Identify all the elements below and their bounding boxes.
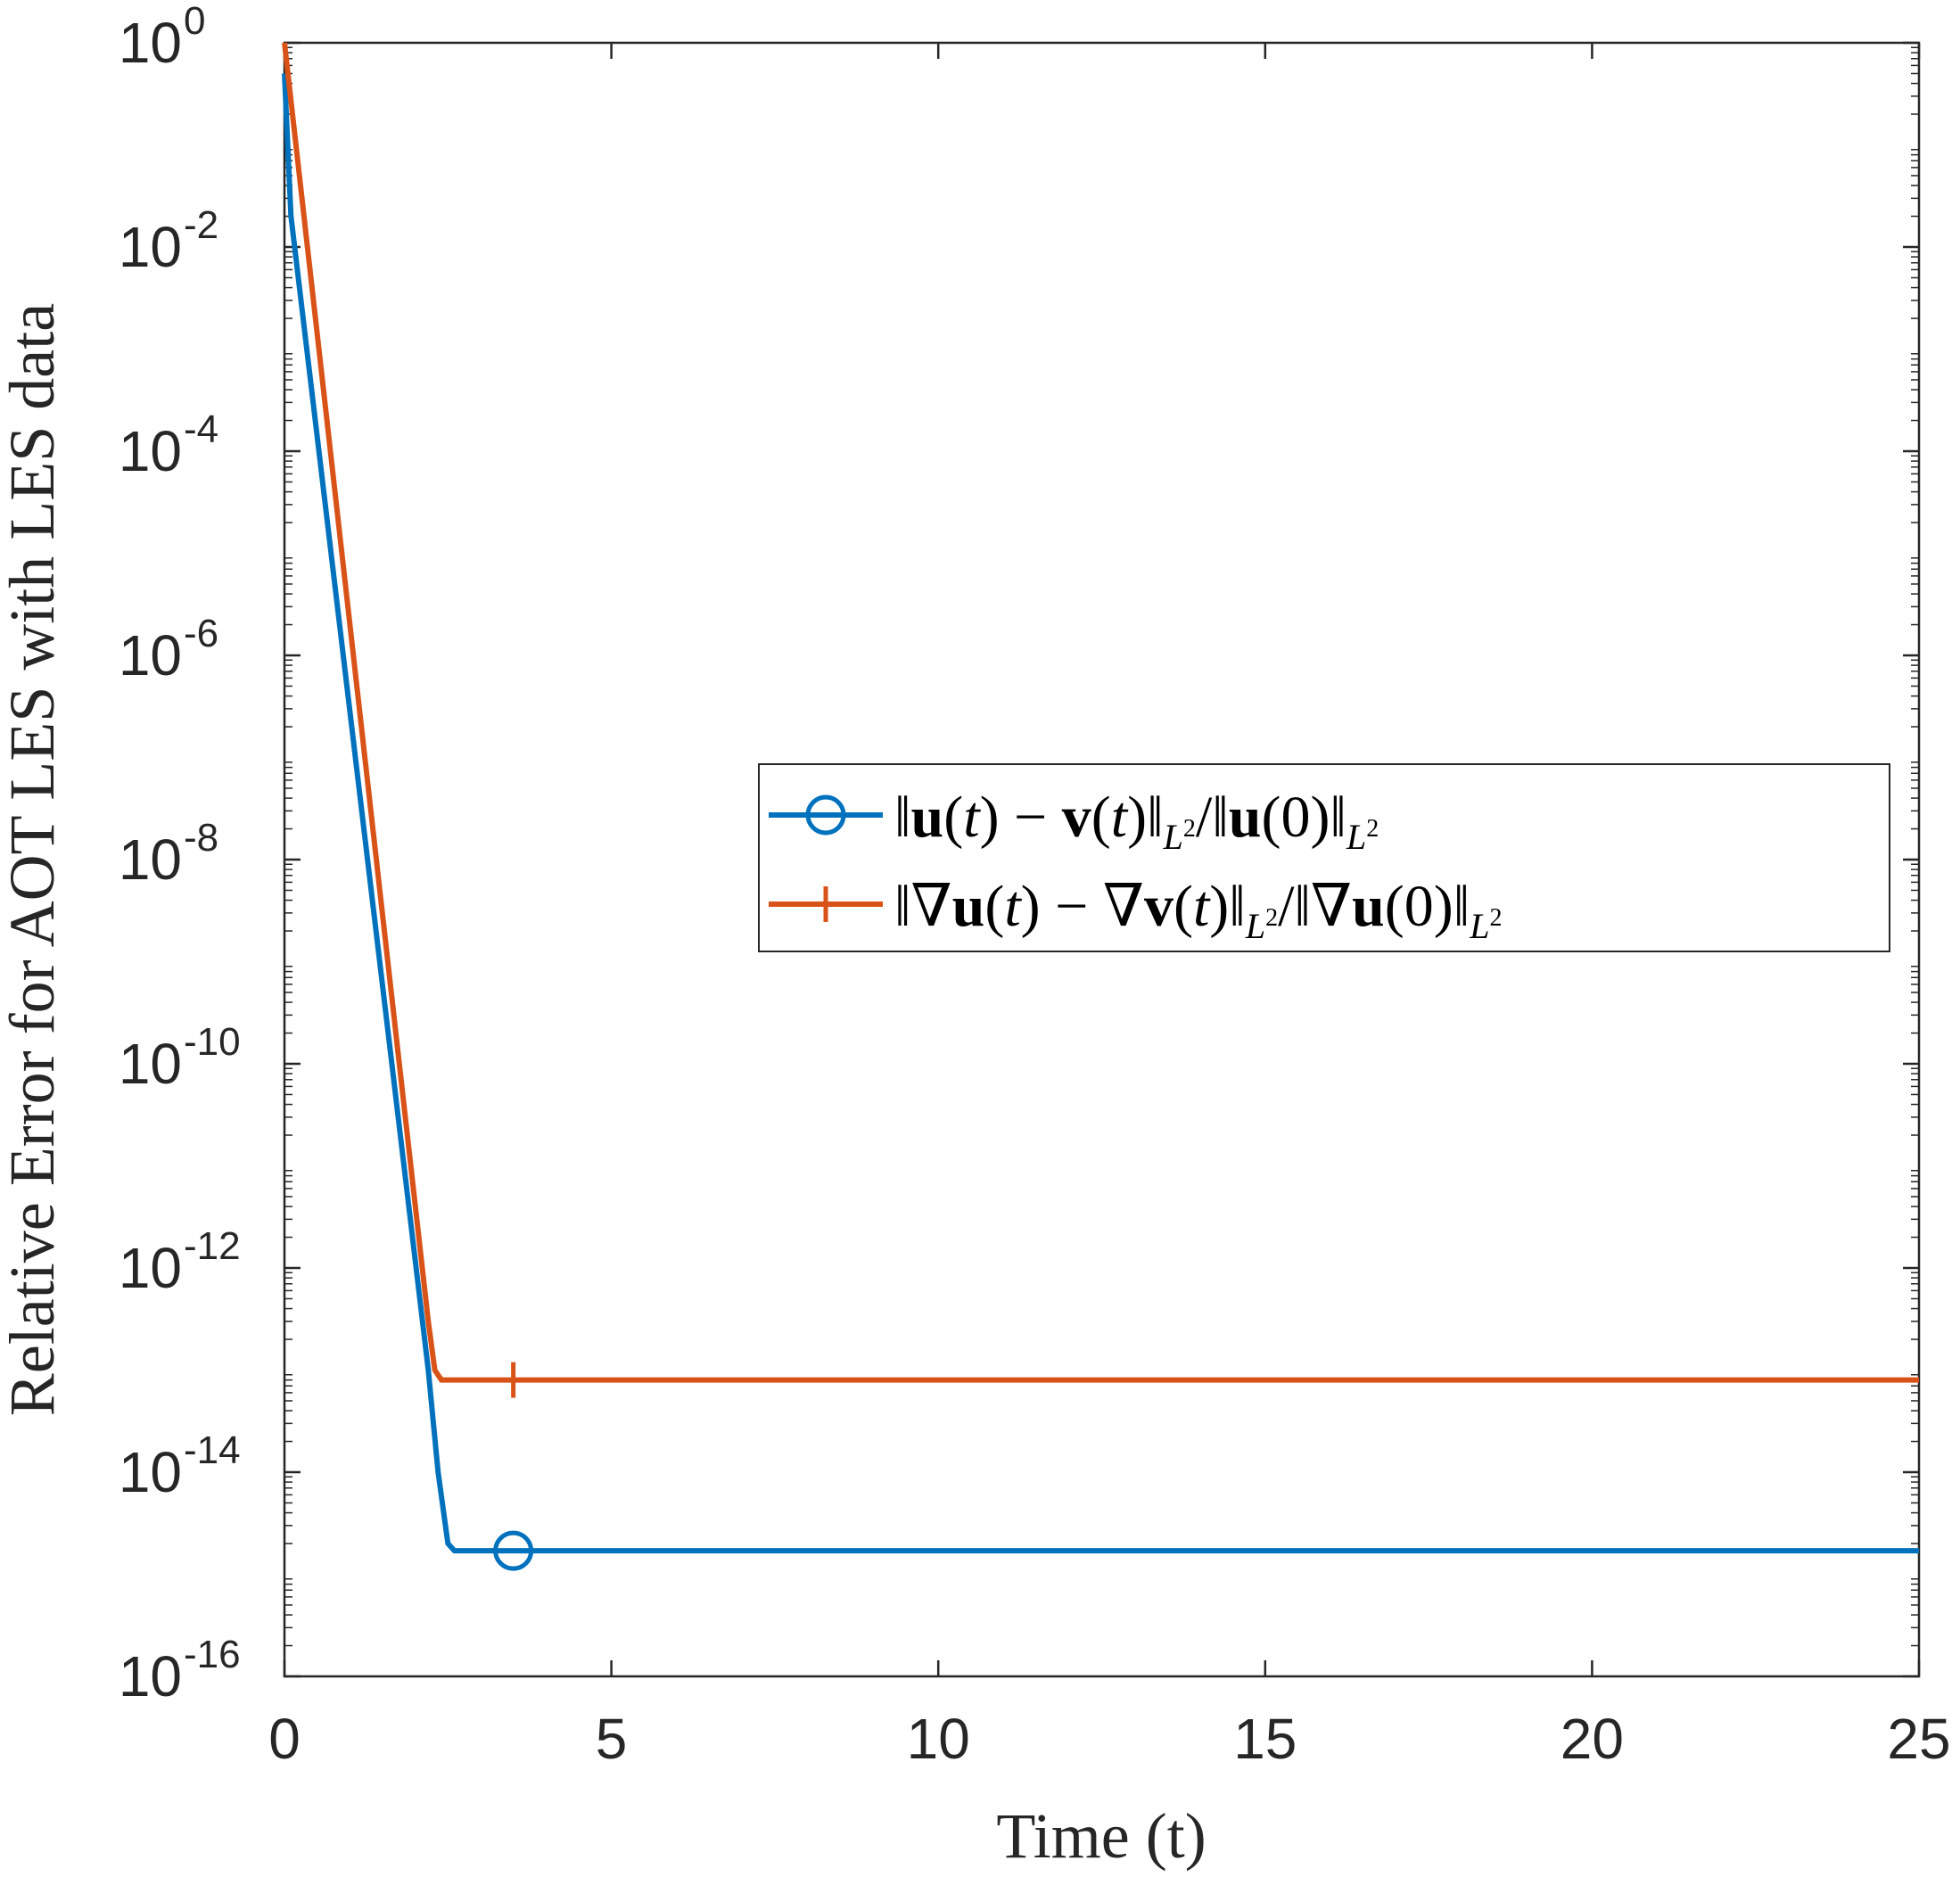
y-tick-label-exponent: -14 <box>184 1428 241 1472</box>
legend-plus-marker-icon <box>808 886 844 922</box>
series-layer <box>282 42 1919 1571</box>
y-tick-label-exponent: -6 <box>184 612 218 655</box>
x-tick-label: 15 <box>1233 1707 1297 1771</box>
y-tick-label-exponent: -4 <box>184 408 218 451</box>
y-tick-label: 10 <box>119 11 182 75</box>
y-tick-label: 10 <box>119 215 182 279</box>
major-ticks <box>283 41 1921 1678</box>
x-tick-label: 20 <box>1561 1707 1624 1771</box>
legend-box <box>758 763 1890 952</box>
y-tick-label-exponent: -8 <box>184 816 218 860</box>
series-circle-marker <box>493 1530 534 1571</box>
legend-label-grad-error: ‖∇u(t) − ∇v(t)‖L2/‖∇u(0)‖L2 <box>894 874 1502 946</box>
x-tick-label: 10 <box>907 1707 970 1771</box>
x-tick-label: 0 <box>268 1707 301 1771</box>
legend-entry-grad-error: ‖∇u(t) − ∇v(t)‖L2/‖∇u(0)‖L2 <box>769 874 1502 946</box>
y-tick-label-exponent: -2 <box>184 203 218 247</box>
y-tick-label-exponent: -12 <box>184 1224 241 1268</box>
x-tick-labels: 0 5 10 15 20 25 <box>268 1707 1950 1771</box>
y-tick-label: 10 <box>119 1644 182 1708</box>
x-tick-label: 5 <box>596 1707 628 1771</box>
y-axis-title: Relative Error for AOT LES with LES data <box>0 303 68 1416</box>
y-tick-label: 10 <box>119 1236 182 1300</box>
y-tick-label: 10 <box>119 1440 182 1504</box>
legend: ‖u(t) − v(t)‖L2/‖u(0)‖L2 ‖∇u(t) − ∇v(t)‖… <box>758 763 1890 952</box>
legend-label-u-error: ‖u(t) − v(t)‖L2/‖u(0)‖L2 <box>894 785 1379 857</box>
x-tick-label: 25 <box>1887 1707 1950 1771</box>
series-line-1 <box>282 42 1919 1383</box>
y-tick-label-exponent: -10 <box>184 1020 241 1064</box>
minor-ticks <box>284 46 1919 1647</box>
y-tick-label-exponent: -16 <box>184 1633 241 1676</box>
y-tick-label: 10 <box>119 827 182 892</box>
y-tick-label: 10 <box>119 1032 182 1096</box>
y-tick-label-exponent: 0 <box>184 0 205 43</box>
series-line-0 <box>282 73 1919 1554</box>
x-axis-title: Time (t) <box>996 1800 1206 1872</box>
y-tick-label: 10 <box>119 419 182 483</box>
legend-circle-marker-icon <box>805 794 846 836</box>
y-tick-label: 10 <box>119 623 182 687</box>
legend-entry-u-error: ‖u(t) − v(t)‖L2/‖u(0)‖L2 <box>769 785 1379 857</box>
